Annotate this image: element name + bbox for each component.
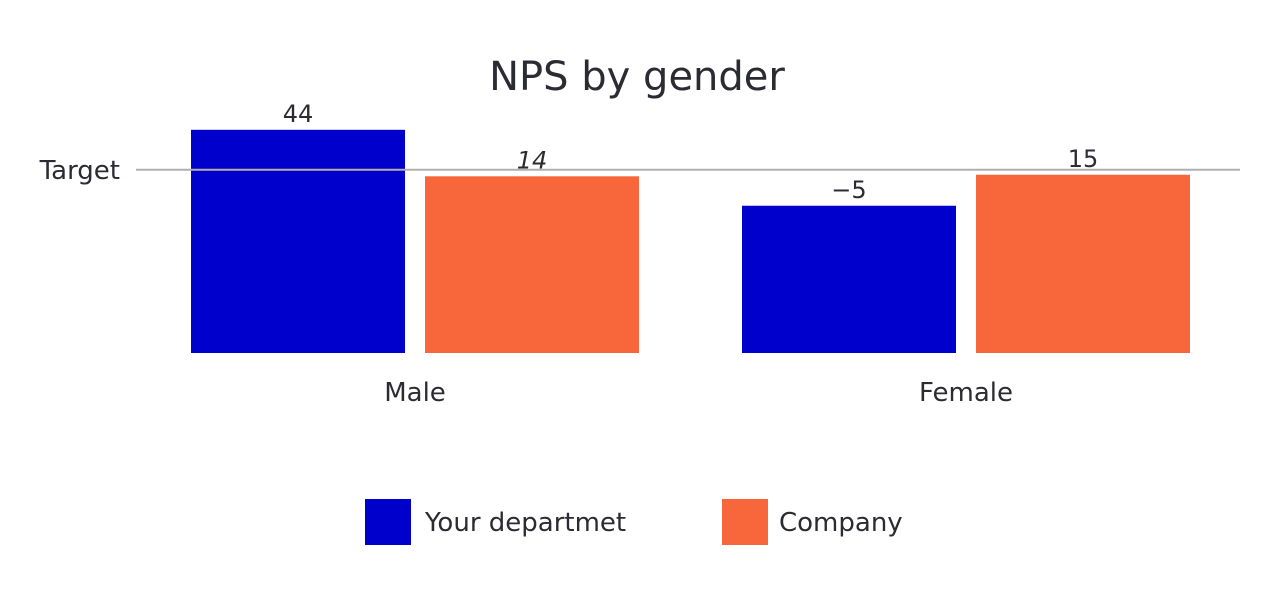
chart-title: NPS by gender bbox=[489, 54, 785, 100]
legend: Your departmet Company bbox=[365, 499, 903, 545]
bar-value-label: 14 bbox=[517, 146, 548, 174]
bars-layer bbox=[191, 129, 1190, 353]
value-labels-layer: 44 14 −5 15 bbox=[283, 100, 1099, 204]
legend-label: Company bbox=[779, 508, 903, 538]
legend-label: Your departmet bbox=[424, 508, 626, 538]
bar-male-your-departmet bbox=[191, 129, 405, 353]
target-label: Target bbox=[39, 156, 120, 186]
category-labels-layer: Male Female bbox=[384, 378, 1013, 408]
bar-value-label: −5 bbox=[831, 176, 866, 204]
bar-value-label: 44 bbox=[283, 100, 314, 128]
legend-swatch-your-departmet bbox=[365, 499, 411, 545]
category-label-male: Male bbox=[384, 378, 446, 408]
target-line-group: Target bbox=[39, 156, 1240, 186]
legend-swatch-company bbox=[722, 499, 768, 545]
bar-female-your-departmet bbox=[742, 205, 956, 353]
bar-male-company bbox=[425, 176, 639, 353]
bar-value-label: 15 bbox=[1068, 145, 1099, 173]
bar-female-company bbox=[976, 174, 1190, 353]
category-label-female: Female bbox=[919, 378, 1013, 408]
